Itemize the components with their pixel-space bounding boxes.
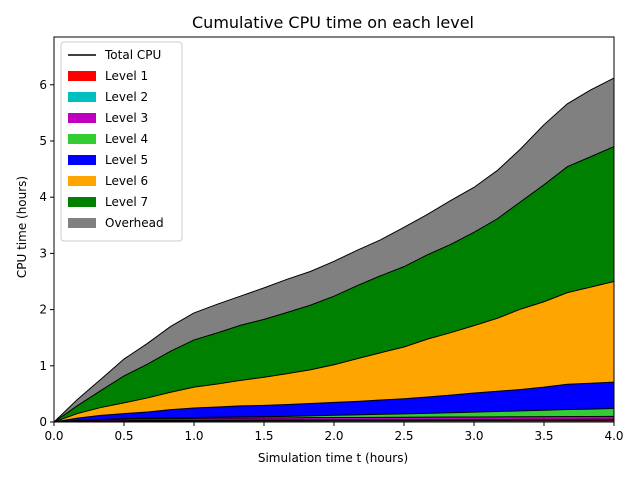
legend-swatch-level-4 bbox=[68, 134, 96, 144]
legend-label-total-cpu: Total CPU bbox=[104, 48, 161, 62]
x-tick-label: 0.5 bbox=[114, 429, 133, 443]
x-tick-label: 0.0 bbox=[44, 429, 63, 443]
y-tick-label: 1 bbox=[39, 359, 47, 373]
boundary-lines-group bbox=[53, 77, 615, 423]
legend-label-level-6: Level 6 bbox=[105, 174, 148, 188]
legend-label-level-2: Level 2 bbox=[105, 90, 148, 104]
legend-label-level-4: Level 4 bbox=[105, 132, 148, 146]
y-axis-ticks: 0 1 2 3 4 5 6 bbox=[39, 78, 54, 429]
legend-label-level-3: Level 3 bbox=[105, 111, 148, 125]
area-level-7 bbox=[54, 146, 614, 422]
boundary-line-level-4 bbox=[53, 408, 615, 423]
boundary-line-level-1 bbox=[53, 419, 615, 423]
x-tick-label: 3.5 bbox=[534, 429, 553, 443]
y-tick-label: 3 bbox=[39, 246, 47, 260]
y-axis-label: CPU time (hours) bbox=[15, 176, 29, 278]
legend-label-overhead: Overhead bbox=[105, 216, 164, 230]
legend-swatch-overhead bbox=[68, 218, 96, 228]
legend-swatch-level-1 bbox=[68, 71, 96, 81]
area-level-3 bbox=[54, 416, 614, 422]
x-axis-label: Simulation time t (hours) bbox=[258, 451, 408, 465]
legend-label-level-7: Level 7 bbox=[105, 195, 148, 209]
area-overhead bbox=[54, 78, 614, 422]
legend: Total CPU Level 1 Level 2 Level 3 Level 4 Lev… bbox=[60, 41, 183, 242]
x-axis-ticks: 0.0 0.5 1.0 1.5 2.0 2.5 3.0 3.5 4.0 bbox=[44, 422, 624, 443]
x-tick-label: 2.5 bbox=[394, 429, 413, 443]
y-tick-label: 6 bbox=[39, 78, 47, 92]
y-tick-label: 4 bbox=[39, 190, 47, 204]
legend-label-level-5: Level 5 bbox=[105, 153, 148, 167]
y-tick-label: 0 bbox=[39, 415, 47, 429]
total-cpu-line bbox=[53, 77, 615, 423]
x-tick-label: 3.0 bbox=[464, 429, 483, 443]
legend-swatch-level-6 bbox=[68, 176, 96, 186]
legend-swatch-level-7 bbox=[68, 197, 96, 207]
x-tick-label: 1.0 bbox=[184, 429, 203, 443]
legend-swatch-level-5 bbox=[68, 155, 96, 165]
boundary-line-level-3 bbox=[53, 415, 615, 423]
legend-swatch-level-2 bbox=[68, 92, 96, 102]
chart-title: Cumulative CPU time on each level bbox=[192, 13, 474, 32]
x-tick-label: 1.5 bbox=[254, 429, 273, 443]
x-tick-label: 2.0 bbox=[324, 429, 343, 443]
area-level-6 bbox=[54, 281, 614, 422]
boundary-line-level-5 bbox=[53, 381, 615, 423]
y-tick-label: 2 bbox=[39, 303, 47, 317]
boundary-line-level-7 bbox=[53, 146, 615, 423]
legend-label-level-1: Level 1 bbox=[105, 69, 148, 83]
boundary-line-level-6 bbox=[53, 281, 615, 423]
y-tick-label: 5 bbox=[39, 134, 47, 148]
legend-swatch-level-3 bbox=[68, 113, 96, 123]
x-tick-label: 4.0 bbox=[604, 429, 623, 443]
legend-box bbox=[60, 41, 183, 242]
boundary-line-level-2 bbox=[53, 418, 615, 423]
